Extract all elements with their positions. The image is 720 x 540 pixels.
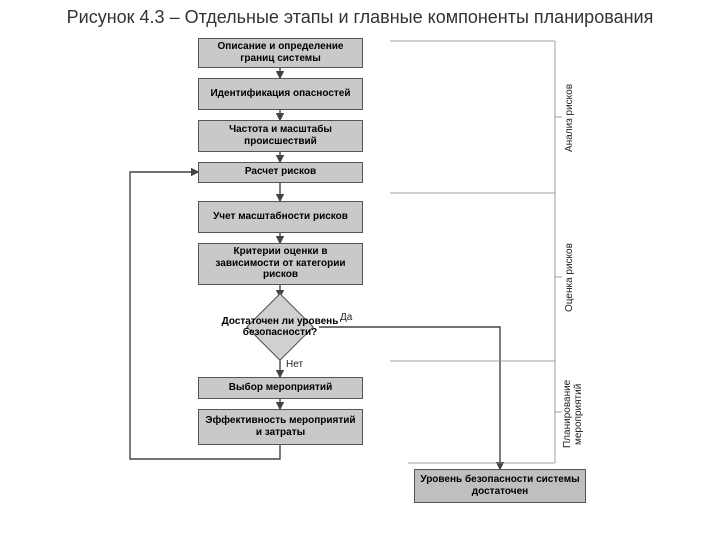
flowchart-canvas: Описание и определение границ системы Ид… — [0, 33, 720, 523]
decision-label: Достаточен ли уровень безопасности? — [210, 305, 350, 349]
phase-label-2: Оценка рисков — [564, 233, 575, 323]
phase-label-3: Планирование мероприятий — [562, 369, 584, 459]
label-no: Нет — [286, 359, 303, 370]
step-box-5: Учет масштабности рисков — [198, 201, 363, 233]
figure-caption: Рисунок 4.3 – Отдельные этапы и главные … — [0, 0, 720, 33]
final-box: Уровень безопасности системы достаточен — [414, 469, 586, 503]
step-box-4: Расчет рисков — [198, 162, 363, 183]
step-box-2: Идентификация опасностей — [198, 78, 363, 110]
step-box-6: Критерии оценки в зависимости от категор… — [198, 243, 363, 285]
step-box-3: Частота и масштабы происшествий — [198, 120, 363, 152]
step-box-8: Выбор мероприятий — [198, 377, 363, 399]
step-box-1: Описание и определение границ системы — [198, 38, 363, 68]
phase-label-1: Анализ рисков — [564, 73, 575, 163]
step-box-9: Эффективность мероприятий и затраты — [198, 409, 363, 445]
label-yes: Да — [340, 312, 352, 323]
